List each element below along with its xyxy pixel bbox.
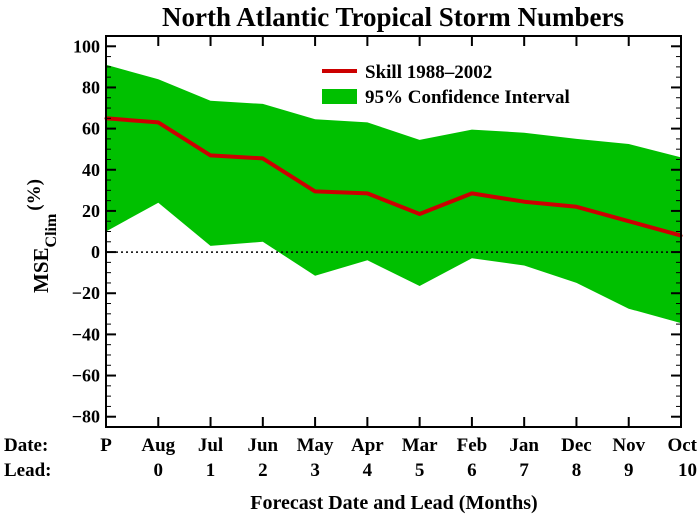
x-tick-label-date: Jun	[247, 435, 278, 456]
x-tick-label-date: P	[100, 435, 112, 456]
x-tick-label-date: Nov	[612, 435, 645, 456]
x-tick-label-date: Feb	[457, 435, 488, 456]
y-axis-label-unit: (%)	[24, 179, 45, 211]
y-tick-label: −20	[72, 283, 100, 303]
y-tick-label: −80	[72, 407, 100, 427]
x-tick-label-lead: 5	[415, 460, 425, 481]
x-tick-label-lead: 7	[519, 460, 529, 481]
skill-point	[209, 153, 213, 157]
x-tick-label-lead: 8	[572, 460, 582, 481]
legend-confidence-label: 95% Confidence Interval	[365, 87, 570, 108]
y-tick-label: 0	[91, 242, 100, 262]
y-axis-label: MSEClim (%)	[24, 179, 60, 293]
confidence-band-layer	[106, 64, 681, 324]
y-axis-label-main: MSE	[29, 247, 53, 293]
skill-line	[105, 116, 682, 238]
y-tick-label: −40	[72, 324, 100, 344]
skill-point	[313, 189, 317, 193]
legend-skill-label: Skill 1988–2002	[365, 62, 492, 83]
x-tick-label-lead: 4	[363, 460, 373, 481]
skill-point	[627, 219, 631, 223]
x-tick-label-date: Dec	[561, 435, 592, 456]
x-tick-label-lead: 2	[258, 460, 268, 481]
x-tick-label-date: Oct	[667, 435, 697, 456]
skill-point	[156, 120, 160, 124]
skill-point	[418, 212, 422, 216]
skill-point	[365, 191, 369, 195]
x-tick-label-lead: 9	[624, 460, 634, 481]
legend-confidence-swatch	[322, 89, 357, 104]
date-row-label: Date:	[4, 435, 48, 456]
x-tick-label-lead: 3	[310, 460, 320, 481]
skill-point	[261, 156, 265, 160]
skill-point	[522, 200, 526, 204]
y-tick-label: 100	[73, 36, 100, 56]
x-tick-label-date: Mar	[402, 435, 438, 456]
y-tick-label: 60	[82, 119, 100, 139]
lead-row-label: Lead:	[4, 460, 52, 481]
y-tick-label: −60	[72, 366, 100, 386]
axes-layer	[105, 35, 682, 428]
y-axis-label-subscript: Clim	[43, 213, 60, 247]
x-tick-label-lead: 1	[206, 460, 216, 481]
y-tick-labels: 100 80 60 40 20 0 −20 −40 −60 −80	[72, 36, 100, 426]
x-tick-labels: P Aug 0 Jul 1 Jun 2 May 3 Apr 4 Mar 5 Feb 6 Jan 7 Dec 8 Nov…	[100, 435, 697, 481]
x-tick-label-lead: 6	[467, 460, 477, 481]
skill-point	[470, 191, 474, 195]
x-tick-label-date: Aug	[141, 435, 175, 456]
legend: Skill 1988–2002 95% Confidence Interval	[322, 62, 570, 108]
x-tick-label-lead: 0	[154, 460, 164, 481]
x-tick-label-lead: 10	[678, 460, 697, 481]
chart-title: North Atlantic Tropical Storm Numbers	[162, 2, 624, 32]
x-tick-label-date: May	[297, 435, 334, 456]
x-tick-label-date: Jul	[198, 435, 223, 456]
y-tick-label: 80	[82, 77, 100, 97]
confidence-band	[106, 64, 681, 324]
x-axis-label: Forecast Date and Lead (Months)	[250, 492, 537, 514]
x-tick-label-date: Apr	[351, 435, 384, 456]
y-tick-label: 20	[82, 201, 100, 221]
series-layer	[104, 116, 683, 238]
svg-text:MSEClim(%): MSEClim (%)	[24, 179, 60, 293]
skill-point	[574, 205, 578, 209]
y-tick-label: 40	[82, 160, 100, 180]
x-tick-label-date: Jan	[509, 435, 539, 456]
